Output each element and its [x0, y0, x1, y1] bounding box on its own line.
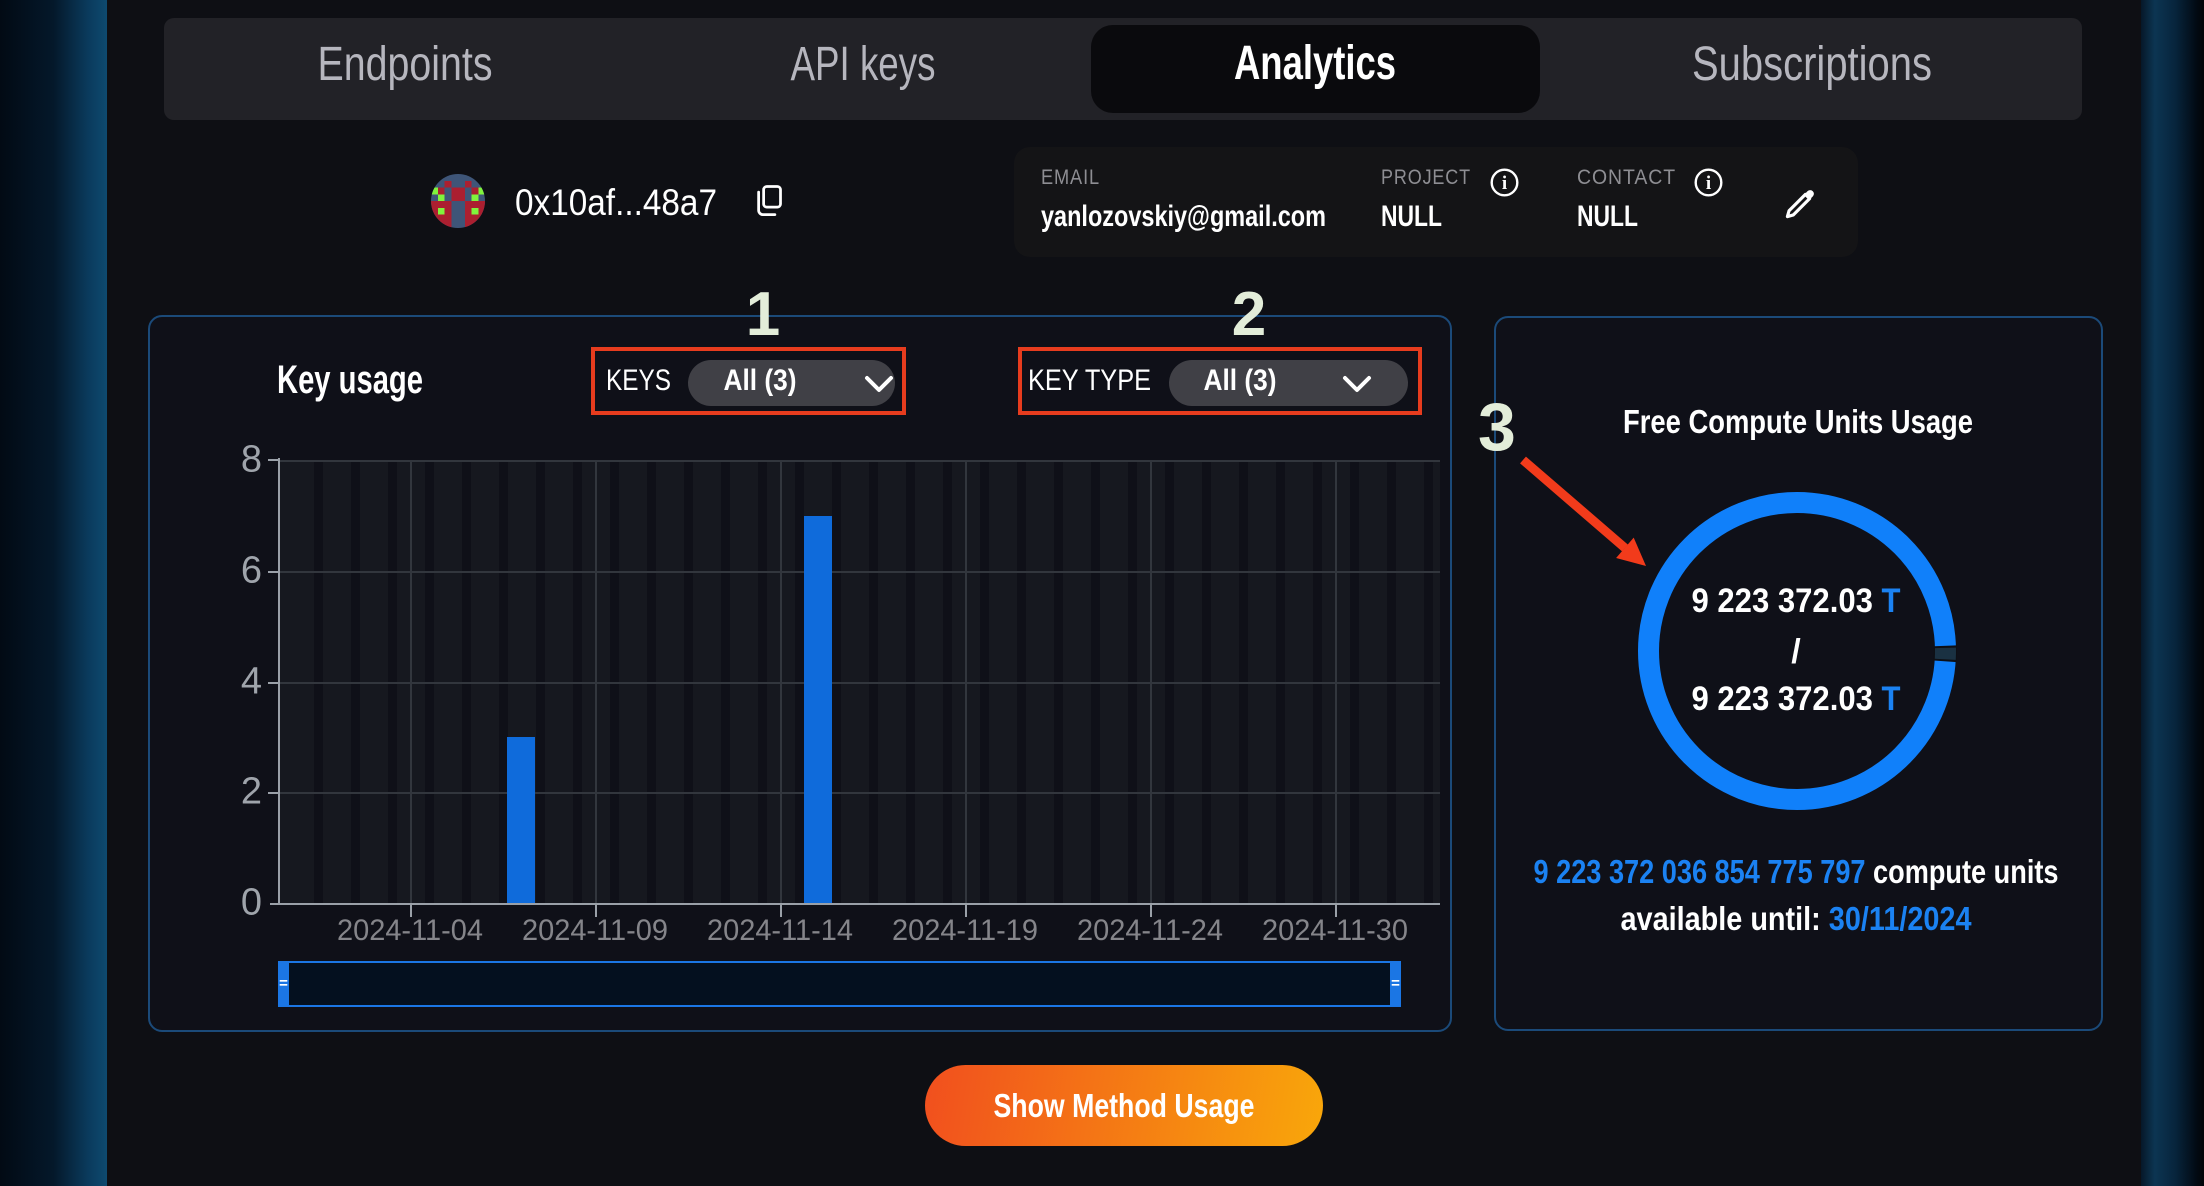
svg-text:i: i — [1706, 173, 1711, 194]
svg-text:i: i — [1502, 173, 1507, 194]
